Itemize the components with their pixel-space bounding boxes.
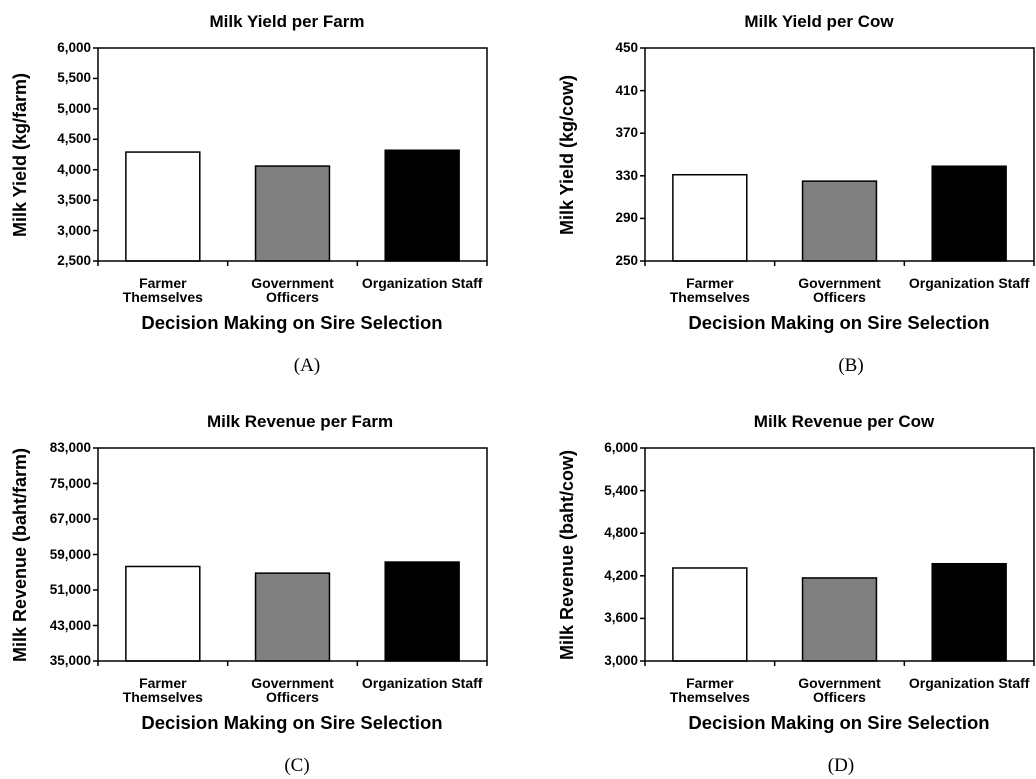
y-axis-label: Milk Revenue (baht/farm) xyxy=(10,447,30,663)
y-tick-label: 43,000 xyxy=(49,617,91,633)
y-tick-label: 4,800 xyxy=(604,525,638,541)
y-tick-label: 250 xyxy=(615,253,638,268)
plot-area xyxy=(640,447,1035,666)
x-axis-label: Decision Making on Sire Selection xyxy=(688,312,990,333)
plot-area xyxy=(640,47,1035,266)
plot-frame xyxy=(97,47,488,262)
bar-organization-staff xyxy=(931,165,1007,262)
x-category-label: Organization Staff xyxy=(361,675,483,691)
y-tick-label: 450 xyxy=(615,40,638,55)
chart-title: Milk Revenue per Cow xyxy=(753,412,935,431)
y-tick-label: 370 xyxy=(615,125,638,141)
y-tick-label: 51,000 xyxy=(49,582,91,597)
bar-government-officers xyxy=(254,165,331,262)
y-tick-label: 3,500 xyxy=(57,192,91,208)
x-category-label: Government Officers xyxy=(251,675,334,705)
y-tick-label: 5,000 xyxy=(57,100,91,116)
bar-farmer-themselves xyxy=(125,151,201,262)
plot-frame xyxy=(644,447,1035,662)
x-category-label: Organization Staff xyxy=(361,275,483,291)
y-tick-label: 75,000 xyxy=(49,475,91,491)
y-tick-label: 2,500 xyxy=(57,253,91,268)
chart-panel-a: Milk Yield per Farm Milk Yield (kg/farm)… xyxy=(0,0,489,378)
y-tick-label: 6,000 xyxy=(57,40,91,55)
bar-farmer-themselves xyxy=(672,173,748,262)
y-tick-label: 5,400 xyxy=(604,482,638,498)
x-category-label: Government Officers xyxy=(798,675,881,705)
x-axis-label: Decision Making on Sire Selection xyxy=(141,312,443,333)
bar-government-officers xyxy=(254,572,331,662)
x-category-label: Organization Staff xyxy=(908,675,1030,691)
x-category-label: Farmer Themselves xyxy=(669,675,750,705)
x-category-label: Organization Staff xyxy=(908,275,1030,291)
chart-panel-c: Milk Revenue per Farm Milk Revenue (baht… xyxy=(0,400,489,778)
plot-area xyxy=(93,447,488,666)
panel-caption: (B) xyxy=(838,355,864,376)
y-tick-label: 35,000 xyxy=(49,653,91,668)
y-tick-label: 4,000 xyxy=(57,161,91,177)
chart-panel-d: Milk Revenue per Cow Milk Revenue (baht/… xyxy=(547,400,1036,778)
x-category-label: Government Officers xyxy=(798,275,881,305)
bar-farmer-themselves xyxy=(125,565,201,662)
y-axis-label: Milk Yield (kg/farm) xyxy=(10,72,30,238)
y-axis-label: Milk Yield (kg/cow) xyxy=(557,74,577,236)
bar-organization-staff xyxy=(384,561,460,662)
x-category-label: Farmer Themselves xyxy=(122,675,203,705)
y-tick-label: 3,600 xyxy=(604,610,638,626)
y-tick-label: 83,000 xyxy=(49,440,91,455)
bar-government-officers xyxy=(801,180,878,262)
y-tick-label: 4,500 xyxy=(57,131,91,147)
y-tick-label: 59,000 xyxy=(49,546,91,562)
x-axis-label: Decision Making on Sire Selection xyxy=(688,712,990,733)
y-tick-label: 410 xyxy=(615,82,638,98)
x-category-label: Government Officers xyxy=(251,275,334,305)
bar-government-officers xyxy=(801,577,878,662)
y-tick-label: 3,000 xyxy=(57,222,91,238)
panel-caption: (A) xyxy=(293,355,321,376)
chart-panel-b: Milk Yield per Cow Milk Yield (kg/cow) D… xyxy=(547,0,1036,378)
y-tick-label: 5,500 xyxy=(57,70,91,86)
y-tick-label: 4,200 xyxy=(604,567,638,583)
x-category-label: Farmer Themselves xyxy=(122,275,203,305)
x-axis-label: Decision Making on Sire Selection xyxy=(141,712,443,733)
y-tick-label: 330 xyxy=(615,167,638,183)
chart-title: Milk Revenue per Farm xyxy=(206,412,394,431)
panel-caption: (C) xyxy=(284,755,310,776)
plot-area xyxy=(93,47,488,266)
panel-caption: (D) xyxy=(827,755,855,776)
y-tick-label: 290 xyxy=(615,210,638,226)
y-tick-label: 67,000 xyxy=(49,511,91,526)
y-tick-label: 3,000 xyxy=(604,653,638,668)
bar-organization-staff xyxy=(931,562,1007,662)
y-axis-label: Milk Revenue (baht/cow) xyxy=(557,449,577,661)
y-tick-label: 6,000 xyxy=(604,440,638,455)
bar-farmer-themselves xyxy=(672,567,748,662)
plot-frame xyxy=(644,47,1035,262)
chart-title: Milk Yield per Farm xyxy=(209,12,365,31)
x-category-label: Farmer Themselves xyxy=(669,275,750,305)
chart-title: Milk Yield per Cow xyxy=(744,12,894,31)
bar-organization-staff xyxy=(384,149,460,262)
